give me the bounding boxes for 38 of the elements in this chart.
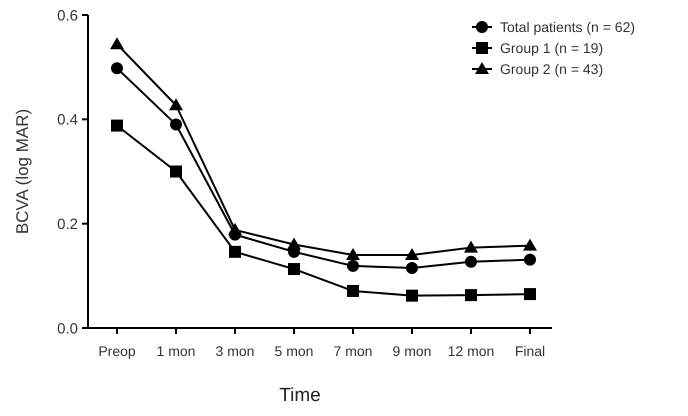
point xyxy=(346,248,360,260)
x-tick-label: 5 mon xyxy=(274,343,314,359)
point xyxy=(111,62,123,74)
point xyxy=(229,246,241,258)
point xyxy=(170,166,182,178)
point xyxy=(524,254,536,266)
y-tick-label: 0.6 xyxy=(57,7,78,24)
x-tick-label: 12 mon xyxy=(448,343,494,359)
point xyxy=(111,120,123,132)
x-tick-label: 1 mon xyxy=(156,343,196,359)
point xyxy=(405,248,419,260)
point xyxy=(347,284,359,297)
point xyxy=(465,289,477,302)
point xyxy=(110,37,124,50)
point xyxy=(229,228,241,241)
y-tick-label: 0.2 xyxy=(57,216,78,233)
point xyxy=(347,260,359,272)
point xyxy=(406,290,418,302)
y-tick-label: 0.0 xyxy=(57,320,78,338)
point xyxy=(169,98,183,110)
x-tick-label: 9 mon xyxy=(392,343,432,359)
point xyxy=(406,262,418,274)
point xyxy=(524,288,536,300)
point xyxy=(288,263,300,276)
x-axis-title: Time xyxy=(279,385,321,406)
x-tick-label: 3 mon xyxy=(216,343,254,359)
x-tick-label: 7 mon xyxy=(334,343,372,359)
point xyxy=(465,256,477,268)
legend-label: Group 2 (n = 43) xyxy=(500,60,604,77)
y-tick-label: 0.4 xyxy=(57,112,78,129)
legend-label: Total patients (n = 62) xyxy=(500,18,636,35)
point xyxy=(170,118,182,131)
legend-label: Group 1 (n = 19) xyxy=(500,40,604,56)
y-axis-title: BCVA (log MAR) xyxy=(13,108,32,234)
point xyxy=(464,240,478,253)
point xyxy=(523,238,537,251)
x-tick-label: Final xyxy=(514,343,546,359)
x-tick-label: Preop xyxy=(98,343,136,359)
